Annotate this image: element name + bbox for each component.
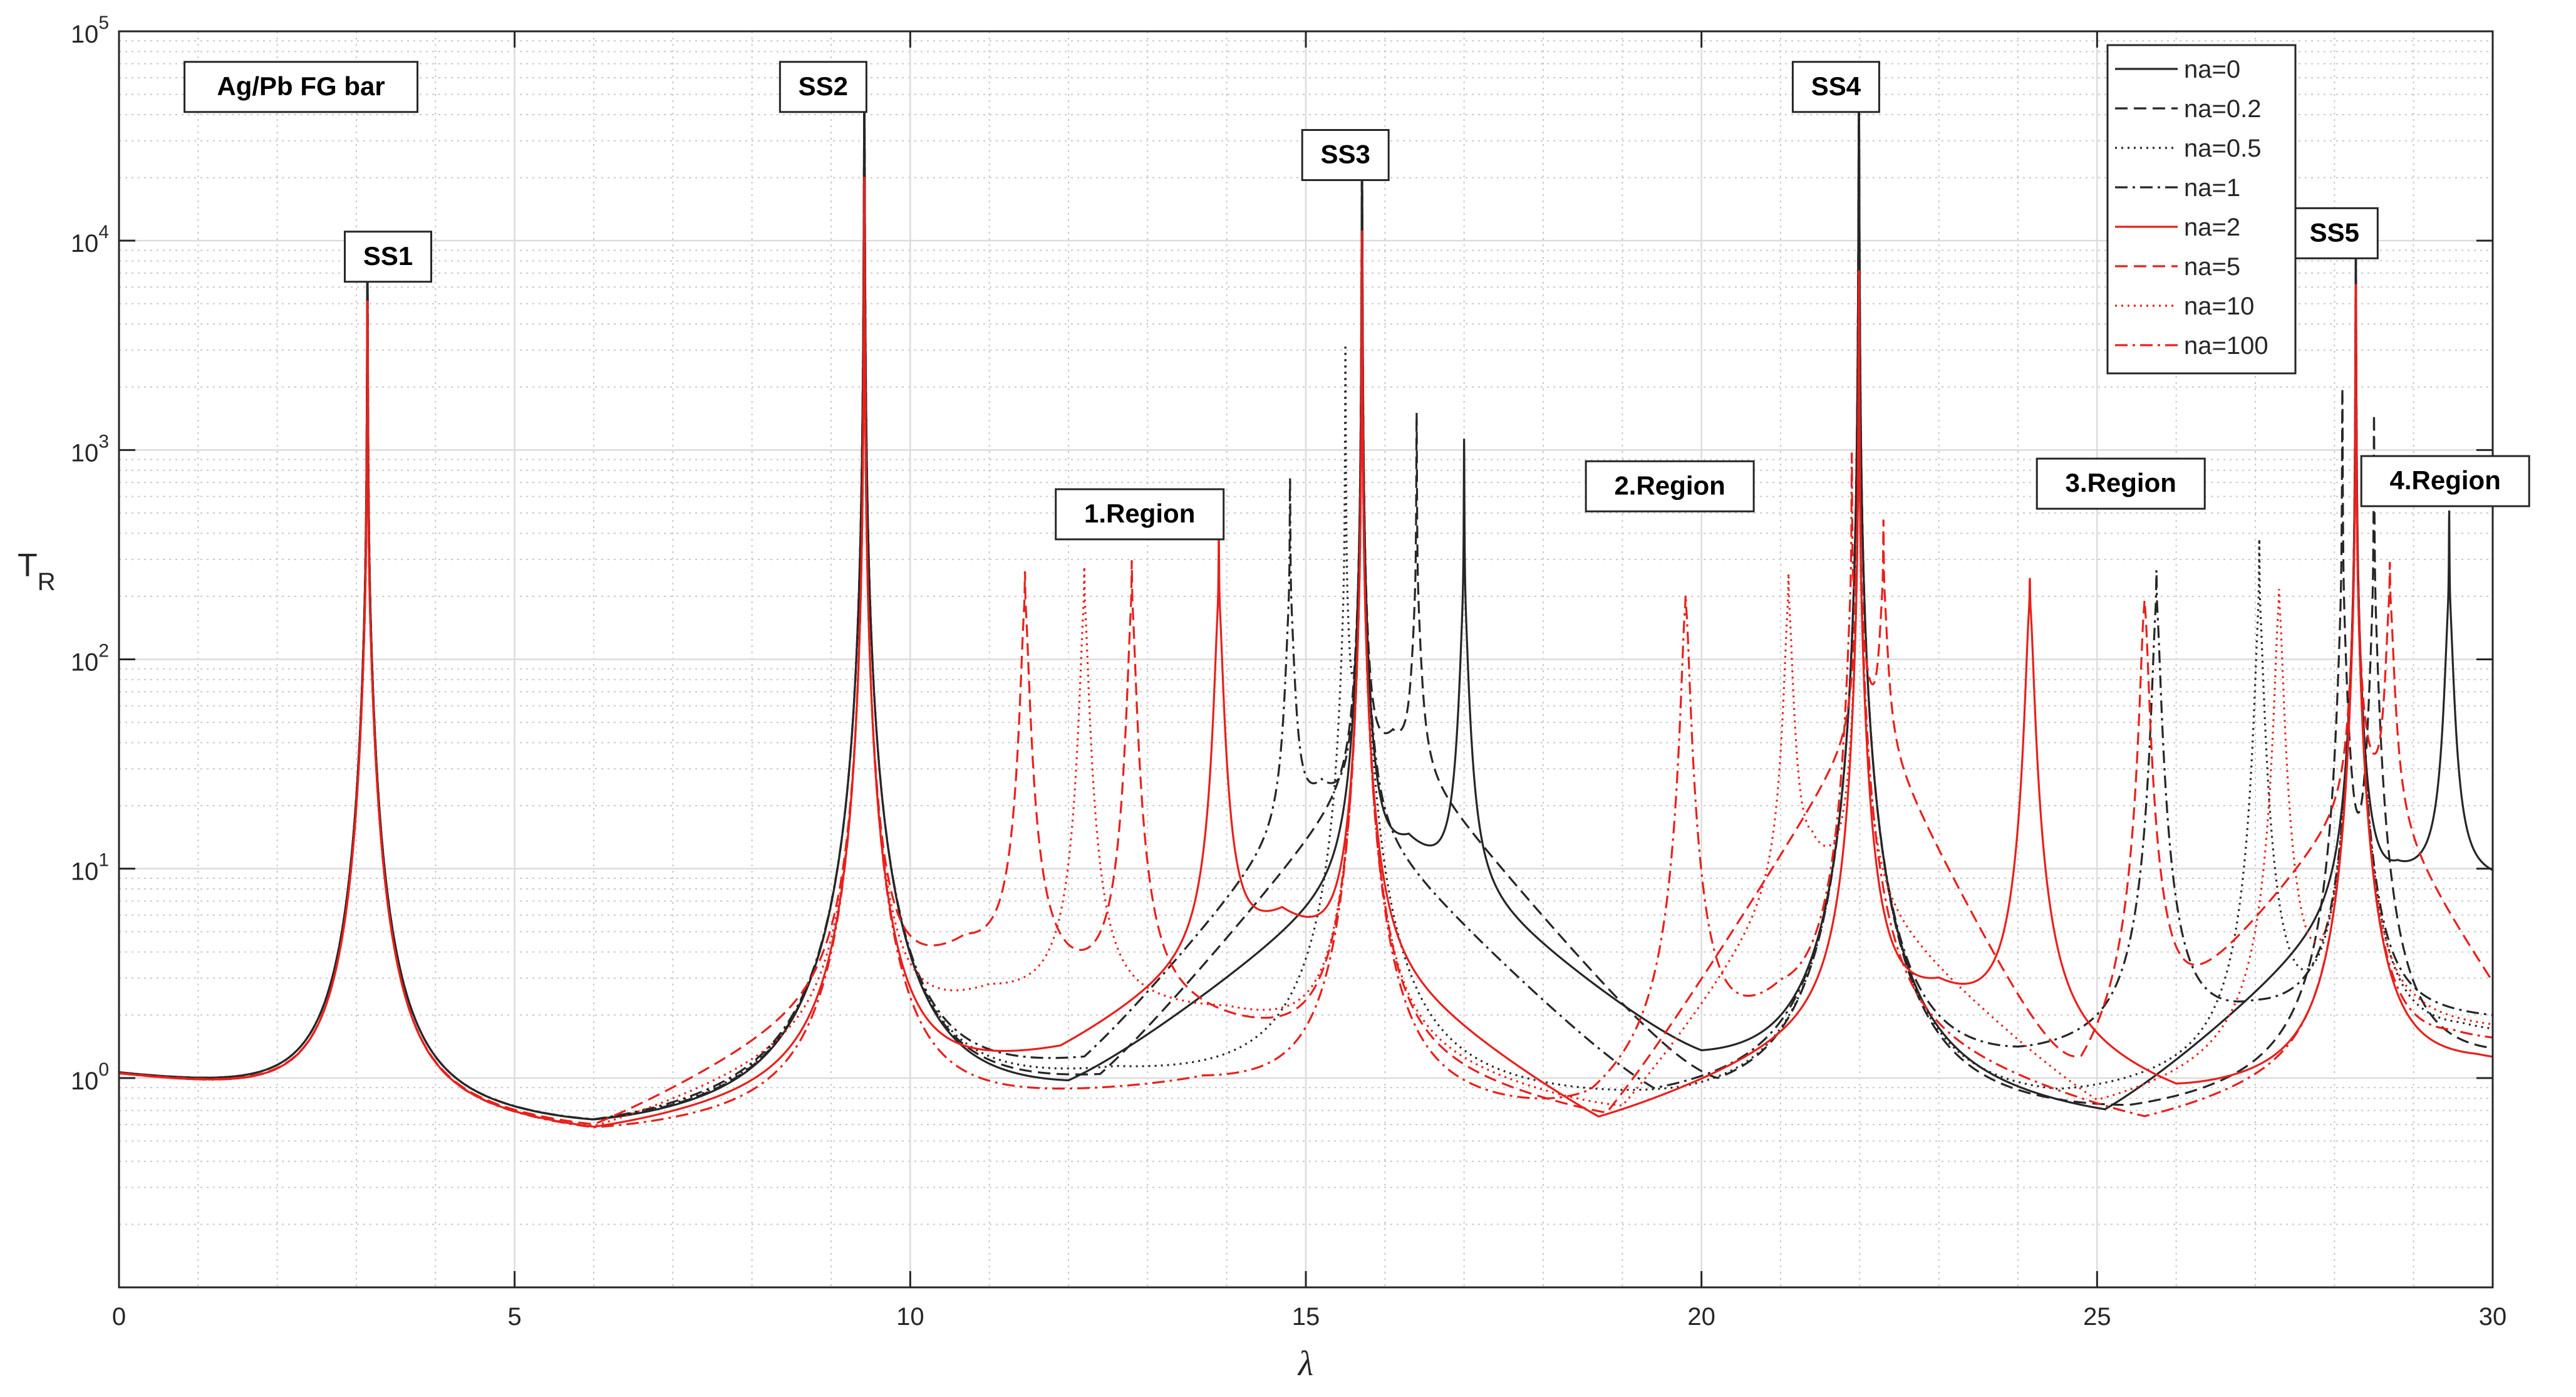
y-tick-label: 104 (71, 222, 109, 257)
series-line-na-1 (119, 77, 2493, 1121)
annotation-region1-box (1055, 488, 1225, 541)
annotation-material: Ag/Pb FG bar (184, 61, 419, 113)
annotation-region3-text: 3.Region (2066, 468, 2176, 497)
legend-entry-label: na=0 (2184, 56, 2240, 83)
y-axis-title-main: T (18, 548, 38, 584)
y-tick-label-base: 10 (71, 858, 99, 886)
annotation-ss1: SS1 (344, 231, 433, 283)
series-layer (119, 77, 2493, 1128)
annotation-ss2-text: SS2 (799, 71, 848, 101)
y-tick-label: 103 (71, 431, 109, 467)
annotation-ss5: SS5 (2290, 207, 2379, 259)
legend-entry-label: na=10 (2184, 293, 2254, 320)
annotation-ss4-text: SS4 (1811, 71, 1861, 101)
y-tick-label-base: 10 (71, 1067, 99, 1095)
x-tick-label: 15 (1292, 1303, 1320, 1331)
series-line-na-0-5 (119, 77, 2493, 1121)
annotation-ss5-box (2290, 207, 2379, 259)
y-axis-title: TR (18, 548, 56, 596)
annotation-region1: 1.Region (1055, 488, 1225, 541)
legend-entry-label: na=1 (2184, 174, 2240, 202)
annotation-ss2-box (778, 61, 867, 113)
y-tick-label-exponent: 2 (98, 641, 109, 662)
y-tick-label: 100 (71, 1059, 109, 1095)
y-tick-label: 102 (71, 641, 109, 677)
legend-entry-label: na=0.5 (2184, 135, 2261, 162)
legend-box (2106, 44, 2297, 375)
series-line-na-100 (119, 177, 2493, 1128)
y-tick-label: 105 (71, 13, 109, 48)
y-tick-label-base: 10 (71, 230, 99, 257)
x-tick-label: 10 (896, 1303, 924, 1331)
y-tick-label-exponent: 3 (98, 431, 109, 452)
y-tick-label-exponent: 4 (98, 222, 109, 242)
annotation-ss5-text: SS5 (2310, 217, 2359, 247)
legend-entry-label: na=2 (2184, 214, 2240, 241)
annotation-region2-text: 2.Region (1614, 470, 1725, 500)
x-axis-title: λ (1297, 1344, 1313, 1383)
annotation-ss4: SS4 (1791, 61, 1880, 113)
x-tick-label: 30 (2479, 1303, 2507, 1331)
y-tick-label-base: 10 (71, 649, 99, 677)
legend-entry-label: na=5 (2184, 253, 2240, 281)
annotation-region2: 2.Region (1585, 460, 1755, 512)
x-tick-label: 5 (508, 1303, 522, 1331)
annotation-region3-box (2035, 457, 2206, 510)
legend-entry-label: na=0.2 (2184, 95, 2261, 123)
annotation-ss1-text: SS1 (363, 241, 413, 271)
y-tick-label-exponent: 5 (98, 13, 109, 33)
x-tick-label: 20 (1687, 1303, 1715, 1331)
y-tick-label-base: 10 (71, 439, 99, 467)
annotation-ss3: SS3 (1301, 128, 1390, 181)
annotation-ss4-box (1791, 61, 1880, 113)
y-tick-label-exponent: 0 (98, 1059, 109, 1080)
annotation-region4: 4.Region (2360, 455, 2530, 507)
x-tick-labels: 0 5 10 15 20 25 30 (112, 1303, 2506, 1331)
annotation-material-text: Ag/Pb FG bar (217, 71, 385, 101)
annotation-region1-text: 1.Region (1084, 499, 1195, 528)
annotation-ss2: SS2 (778, 61, 867, 113)
annotation-region3: 3.Region (2035, 457, 2206, 510)
annotation-region4-box (2360, 455, 2530, 507)
annotation-ss3-box (1301, 128, 1390, 181)
annotation-region4-text: 4.Region (2390, 465, 2501, 495)
legend-entry-label: na=100 (2184, 332, 2268, 360)
annotation-material-box (184, 61, 419, 113)
y-tick-label: 101 (71, 850, 109, 886)
y-axis-title-subscript: R (38, 568, 56, 596)
legend: na=0 na=0.2 na=0.5 na=1 na=2 na=5 na=10 na=100 (2106, 44, 2297, 375)
series-line-na-5 (119, 177, 2493, 1126)
annotation-ss1-box (344, 231, 433, 283)
tick-marks (118, 30, 2494, 1287)
x-tick-label: 25 (2083, 1303, 2111, 1331)
annotations: Ag/Pb FG bar SS1 SS2 SS3 SS4 SS5 1.Region 2.Reg… (184, 61, 2530, 541)
y-tick-label-exponent: 1 (98, 850, 109, 871)
annotation-region2-box (1585, 460, 1755, 512)
annotation-ss3-text: SS3 (1320, 139, 1370, 169)
x-tick-label: 0 (112, 1303, 126, 1331)
y-tick-label-base: 10 (71, 21, 99, 48)
